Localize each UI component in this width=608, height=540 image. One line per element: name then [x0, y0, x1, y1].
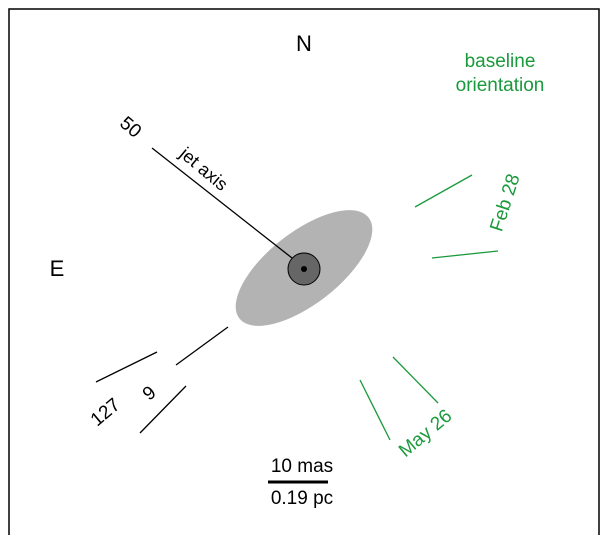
core-dot	[301, 266, 307, 272]
baseline-line	[431, 250, 499, 259]
legend-text: baseline	[465, 51, 536, 72]
north-label: N	[296, 31, 312, 56]
east-label: E	[50, 256, 65, 281]
jet-axis-line	[151, 147, 293, 259]
scale-label: 0.19 pc	[271, 488, 333, 509]
baseline-line	[359, 379, 391, 441]
angle-line	[95, 351, 158, 383]
baseline-line	[414, 174, 473, 208]
angle-line	[139, 385, 187, 434]
baseline-line	[392, 356, 439, 404]
frame	[8, 8, 600, 535]
legend-text: orientation	[456, 75, 545, 96]
scale-label: 10 mas	[271, 456, 333, 477]
angle-line	[175, 326, 229, 366]
